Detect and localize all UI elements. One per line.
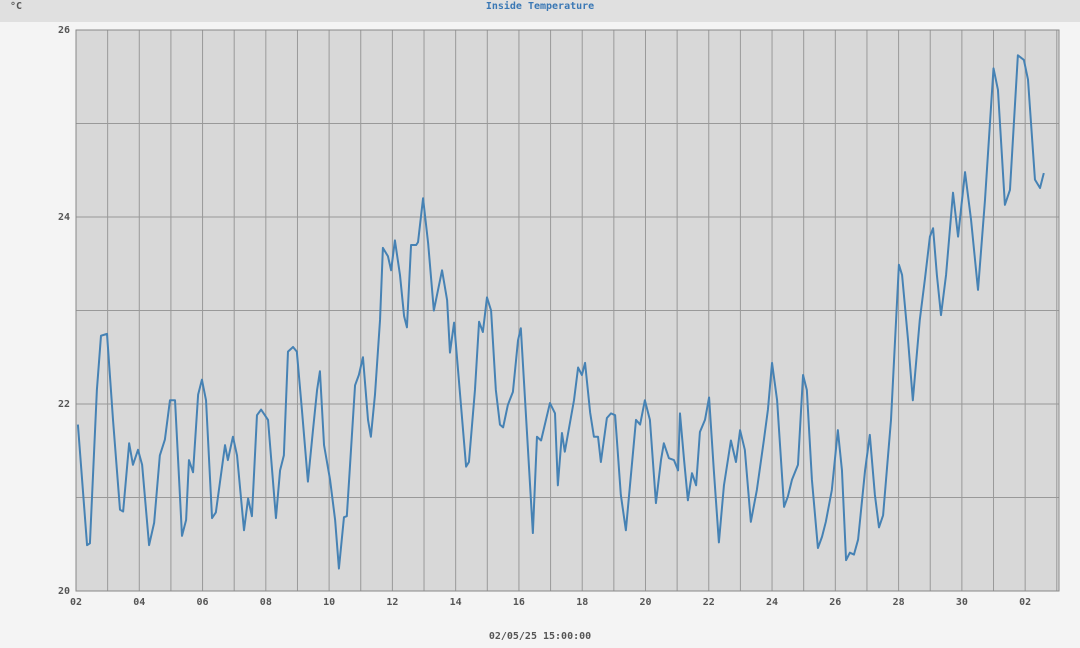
x-tick-label: 08: [260, 597, 272, 608]
x-tick-label: 16: [513, 597, 525, 608]
data-line: [76, 54, 1045, 570]
plot-border: [75, 29, 1060, 592]
x-tick-label: 18: [576, 597, 588, 608]
y-tick-label: 24: [58, 212, 70, 223]
x-tick-label: 30: [956, 597, 968, 608]
header-band: [0, 0, 1080, 22]
y-tick-label: 22: [58, 399, 70, 410]
chart-title: Inside Temperature: [486, 0, 594, 12]
x-tick-label: 10: [323, 597, 335, 608]
x-tick-label: 22: [703, 597, 715, 608]
x-tick-label: 02: [1019, 597, 1031, 608]
x-tick-label: 26: [829, 597, 841, 608]
y-unit: °C: [10, 1, 22, 12]
y-tick-label: 26: [58, 25, 70, 36]
x-tick-label: 28: [893, 597, 905, 608]
x-tick-label: 14: [450, 597, 462, 608]
timestamp: 02/05/25 15:00:00: [489, 631, 591, 642]
x-tick-label: 04: [133, 597, 145, 608]
x-tick-label: 24: [766, 597, 778, 608]
x-tick-label: 02: [70, 597, 82, 608]
x-tick-label: 12: [386, 597, 398, 608]
y-tick-label: 20: [58, 586, 70, 597]
x-tick-label: 20: [639, 597, 651, 608]
x-tick-label: 06: [197, 597, 209, 608]
